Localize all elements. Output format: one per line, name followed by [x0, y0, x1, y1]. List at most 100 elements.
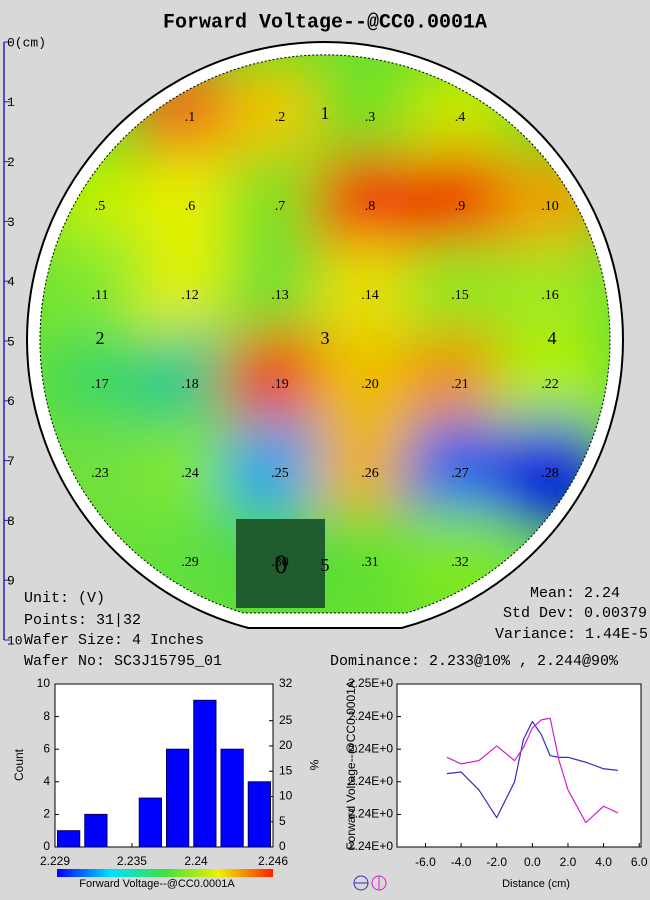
region-label: 1 — [321, 103, 330, 123]
ruler-label: 1 — [7, 95, 15, 110]
point-label: .11 — [92, 288, 109, 303]
point-label: .12 — [181, 288, 199, 303]
y-tick-label: 8 — [43, 709, 50, 723]
heat-blob — [312, 149, 428, 265]
point-label: .30 — [271, 555, 289, 570]
ruler-label: 5 — [7, 334, 15, 349]
x-tick-label: 6.0 — [631, 855, 648, 869]
bar — [84, 813, 108, 848]
point-label: .20 — [361, 377, 379, 392]
heat-blob — [312, 238, 428, 354]
ruler-label: 6 — [7, 394, 15, 409]
y-tick-label: 2.24E+0 — [348, 807, 393, 821]
heat-blob — [312, 60, 428, 176]
marker-label: 0 — [275, 550, 288, 579]
point-label: .17 — [91, 377, 109, 392]
point-label: .19 — [271, 377, 289, 392]
ruler-label: 0(cm) — [7, 35, 46, 50]
point-label: .7 — [275, 199, 286, 214]
y-tick-label: 2.24E+0 — [348, 839, 393, 853]
point-label: .23 — [91, 466, 109, 481]
y-axis-label: Forward Voltage--@CC0.0001A — [344, 680, 358, 850]
heat-blob — [402, 149, 518, 265]
selection-box — [236, 519, 325, 608]
point-label: .26 — [361, 466, 379, 481]
x-tick-label: 2.229 — [40, 854, 70, 868]
heat-blob — [132, 238, 248, 354]
y-tick-label: 6 — [43, 741, 50, 755]
region-label: 3 — [321, 328, 330, 348]
x-axis-label: Distance (cm) — [502, 878, 570, 890]
y-axis-label: Count — [12, 748, 26, 781]
point-label: .31 — [361, 555, 379, 570]
x-tick-label: -6.0 — [415, 855, 436, 869]
x-tick-label: 2.235 — [117, 854, 147, 868]
y-tick-label: 4 — [43, 774, 50, 788]
y-tick-label: 2.24E+0 — [348, 774, 393, 788]
bar — [220, 748, 244, 848]
unit-text: Unit: (V) — [24, 590, 105, 607]
point-label: .8 — [365, 199, 376, 214]
x-tick-label: 2.0 — [560, 855, 577, 869]
point-label: .4 — [455, 110, 466, 125]
point-label: .10 — [541, 199, 559, 214]
wafer-no-text: Wafer No: SC3J15795_01 — [24, 653, 222, 670]
x-axis-label: Forward Voltage--@CC0.0001A — [79, 878, 235, 890]
point-label: .22 — [541, 377, 559, 392]
point-label: .29 — [181, 555, 199, 570]
point-label: .32 — [451, 555, 469, 570]
point-label: .9 — [455, 199, 466, 214]
heat-blob — [402, 416, 518, 532]
y-tick-label: 2.24E+0 — [348, 741, 393, 755]
point-label: .3 — [365, 110, 376, 125]
heat-blob — [42, 327, 158, 443]
dominance-text: Dominance: 2.233@10% , 2.244@90% — [330, 653, 619, 670]
heat-blob — [132, 327, 248, 443]
point-label: .2 — [275, 110, 286, 125]
y2-tick-label: 10 — [279, 789, 293, 803]
y-tick-label: 2 — [43, 807, 50, 821]
heat-blob — [312, 416, 428, 532]
y-tick-label: 10 — [37, 676, 51, 690]
bar — [193, 699, 217, 848]
heat-blob — [42, 238, 158, 354]
ruler-label: 7 — [7, 454, 15, 469]
x-tick-label: 4.0 — [595, 855, 612, 869]
region-label: 4 — [548, 328, 557, 348]
bar — [57, 830, 81, 848]
mean-text: Mean: 2.24 — [530, 585, 620, 602]
x-tick-label: 0.0 — [524, 855, 541, 869]
y2-tick-label: 0 — [279, 839, 286, 853]
point-label: .21 — [451, 377, 469, 392]
points-text: Points: 31|32 — [24, 612, 141, 629]
point-label: .27 — [451, 466, 469, 481]
heat-blob — [132, 149, 248, 265]
y2-tick-label: 15 — [279, 763, 293, 777]
y2-tick-label: 32 — [279, 676, 293, 690]
ruler-label: 10 — [7, 633, 23, 648]
heat-blob — [222, 327, 338, 443]
point-label: .24 — [181, 466, 199, 481]
region-label: 5 — [321, 555, 330, 575]
heat-blob — [222, 238, 338, 354]
heat-layer — [42, 60, 608, 613]
ruler-label: 9 — [7, 574, 15, 589]
point-label: .6 — [185, 199, 196, 214]
heat-blob — [132, 416, 248, 532]
y-tick-label: 2.24E+0 — [348, 709, 393, 723]
heat-blob — [222, 416, 338, 532]
x-tick-label: 2.24 — [184, 854, 208, 868]
point-label: .28 — [541, 466, 559, 481]
heat-blob — [402, 238, 518, 354]
heat-blob — [222, 149, 338, 265]
heat-blob — [312, 505, 428, 613]
line-series — [446, 717, 619, 824]
y2-tick-label: 20 — [279, 738, 293, 752]
colorbar — [57, 869, 273, 877]
y-tick-label: 0 — [43, 839, 50, 853]
line-plot — [396, 683, 642, 848]
y2-axis-label: % — [307, 760, 321, 771]
variance-text: Variance: 1.44E-5 — [495, 626, 648, 643]
y2-tick-label: 25 — [279, 713, 293, 727]
